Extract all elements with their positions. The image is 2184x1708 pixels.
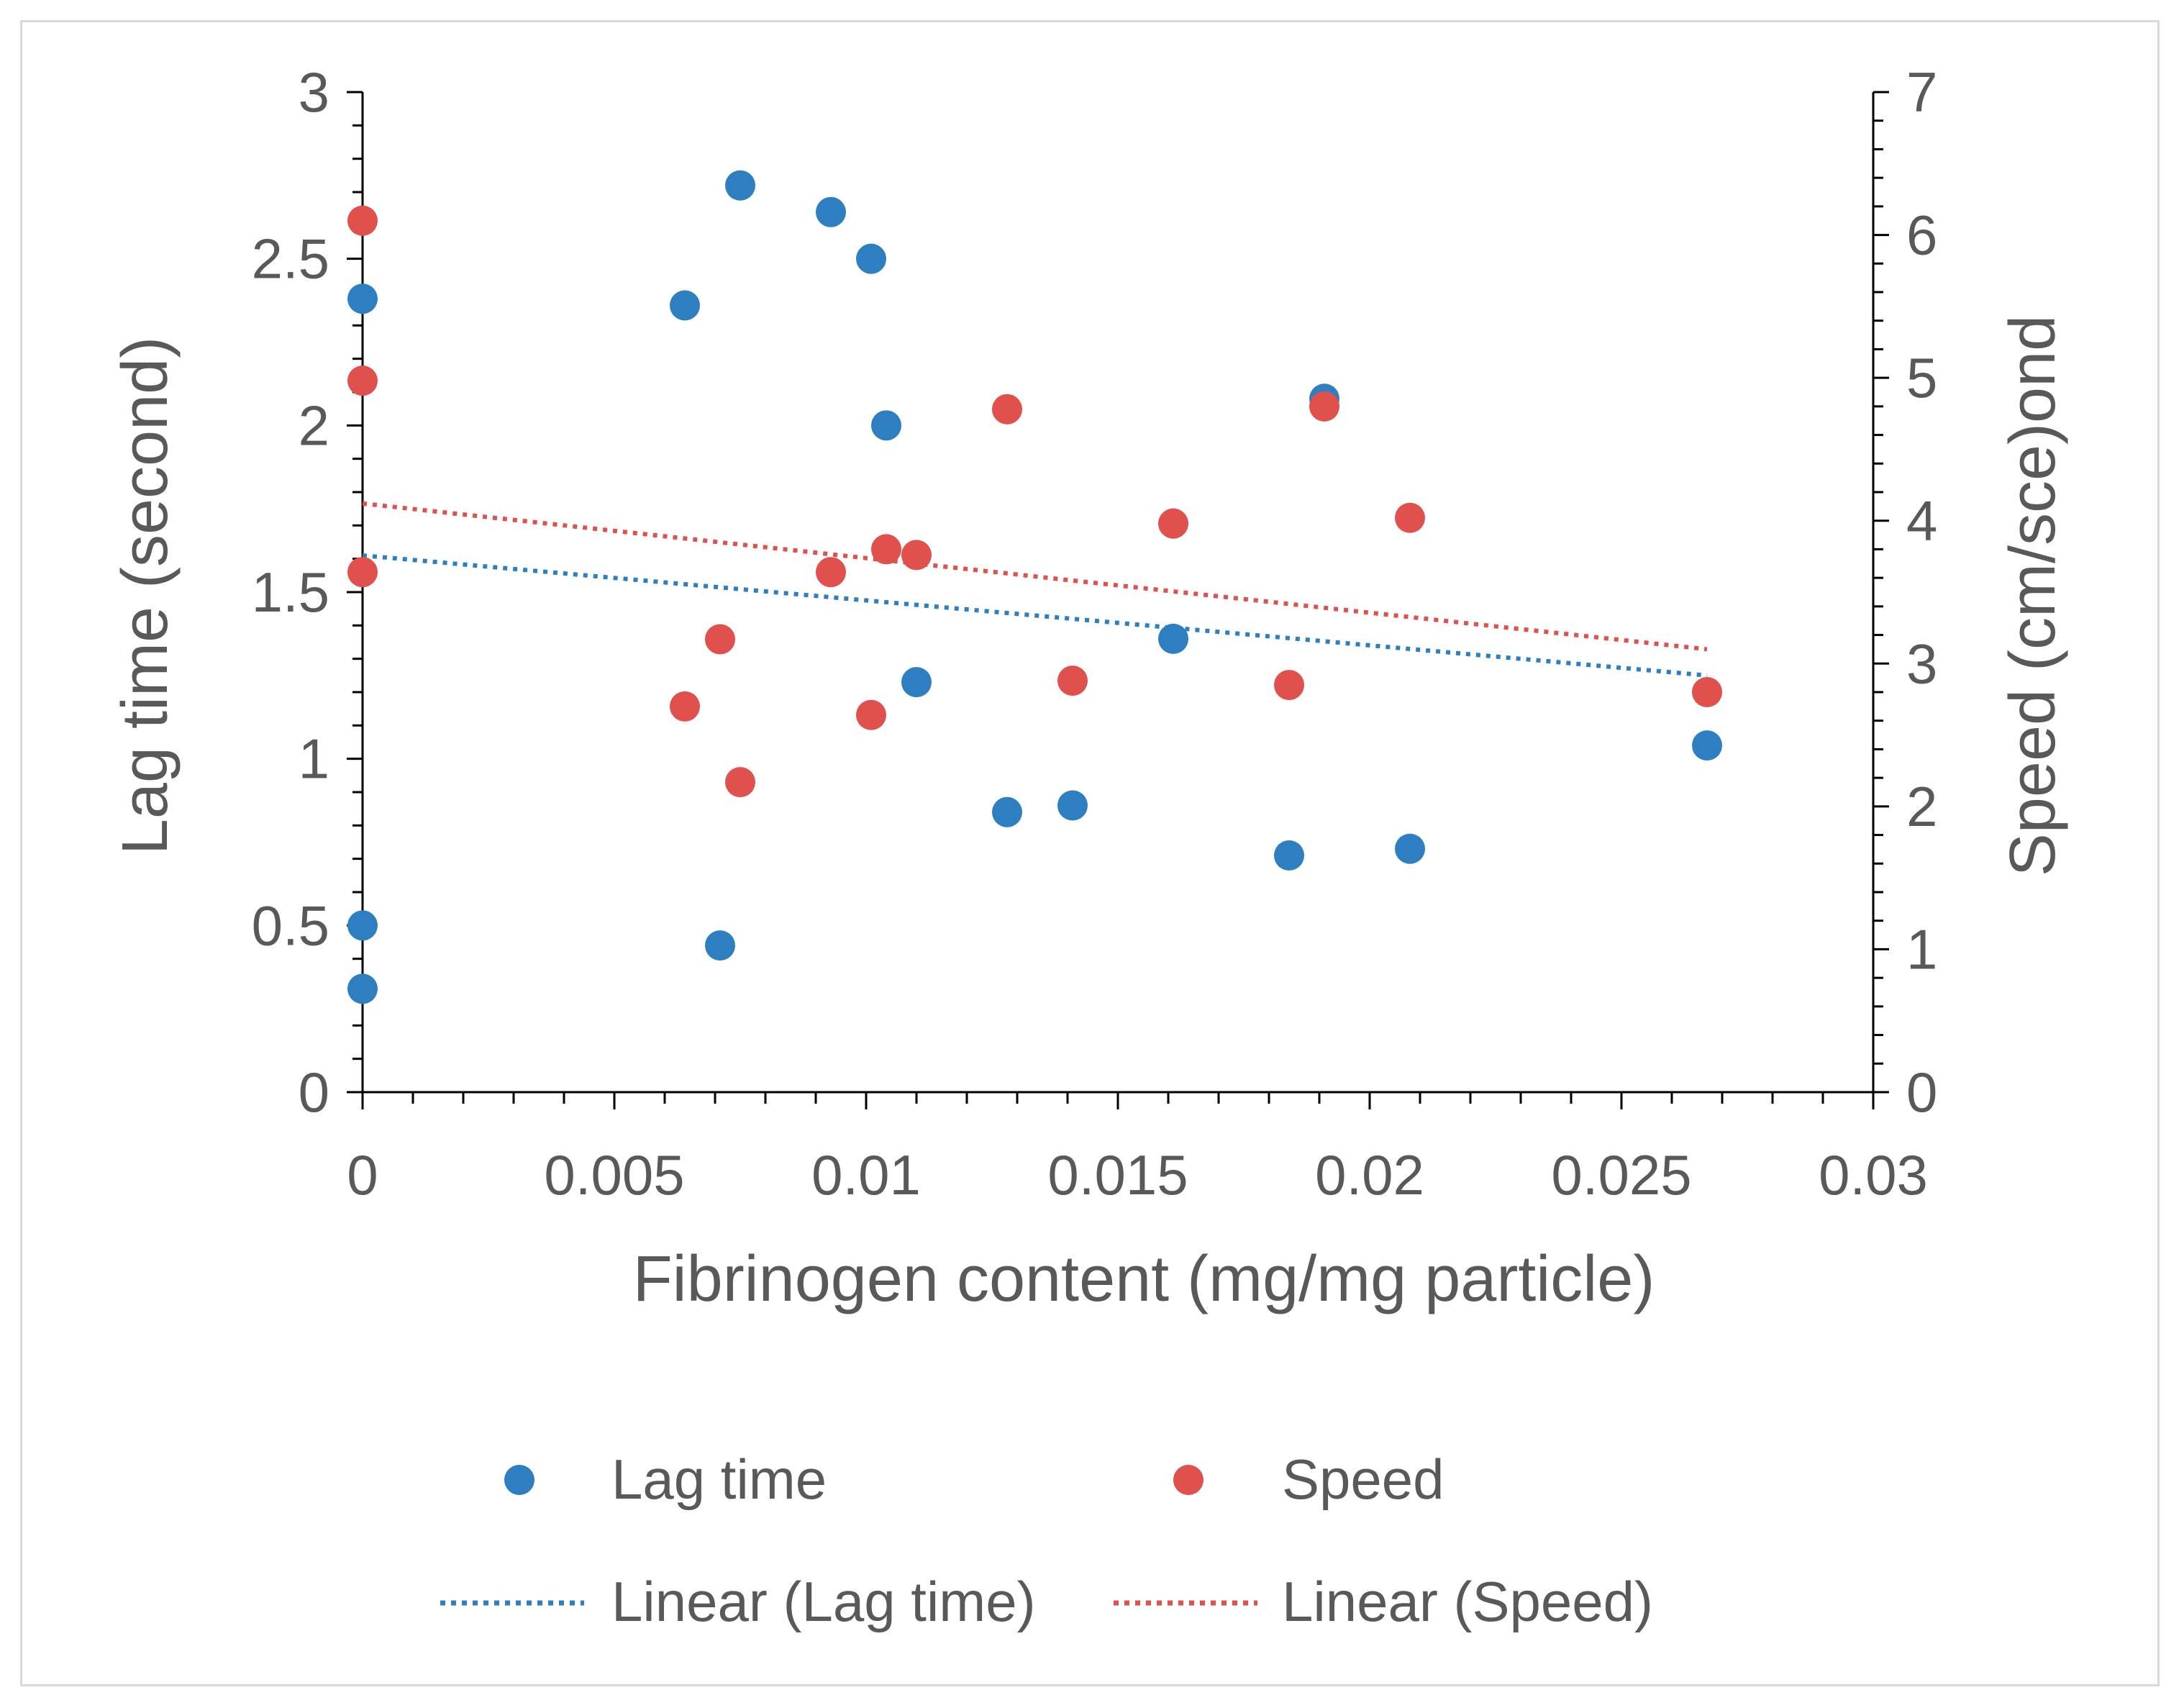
lag-time-point [347, 283, 378, 314]
data-points [347, 170, 1722, 1004]
speed-point [1057, 666, 1088, 696]
speed-point [856, 699, 886, 730]
y2-tick-label: 4 [1906, 489, 1937, 553]
legend-label-lag-time: Lag time [611, 1448, 827, 1511]
lag-time-point [871, 410, 901, 441]
legend: Lag time Speed Linear (Lag time) Linear … [440, 1448, 1653, 1633]
y-tick-label: 0.5 [252, 894, 329, 957]
legend-label-speed-trend: Linear (Speed) [1282, 1570, 1653, 1633]
lag-time-point [1158, 623, 1188, 654]
speed-point [901, 540, 932, 571]
speed-point [816, 557, 846, 588]
y-tick-label: 0 [299, 1060, 329, 1124]
speed-point [670, 691, 700, 722]
axes: 0 0.5 1 1.5 2 2.5 3 0 1 2 3 4 5 6 7 0 0.005 0.01 0.015 0.02… [252, 60, 1938, 1207]
lag-time-point [1274, 840, 1304, 871]
lag-time-point [347, 973, 378, 1004]
y2-tick-label: 3 [1906, 632, 1937, 695]
lag-time-point [992, 796, 1022, 827]
x-tick-label: 0.015 [1047, 1143, 1188, 1207]
x-tick-label: 0.01 [811, 1143, 921, 1207]
trendline-lag-time [362, 553, 1708, 678]
y-tick-label: 2.5 [252, 227, 329, 291]
x-tick-label: 0 [347, 1143, 378, 1207]
speed-point [871, 534, 901, 565]
lag-time-point [725, 170, 755, 201]
x-axis-title: Fibrinogen content (mg/mg particle) [633, 1243, 1655, 1315]
y2-tick-label: 7 [1906, 60, 1937, 124]
x-tick-label: 0.02 [1315, 1143, 1424, 1207]
x-tick-label: 0.005 [544, 1143, 684, 1207]
speed-point [347, 365, 378, 396]
y2-tick-label: 0 [1906, 1060, 1937, 1124]
y-tick-label: 1.5 [252, 560, 329, 624]
y2-tick-label: 1 [1906, 917, 1937, 981]
speed-point [725, 767, 755, 798]
y2-tick-label: 2 [1906, 775, 1937, 838]
lag-time-point [1057, 790, 1088, 821]
lag-time-point [1692, 730, 1722, 761]
lag-time-point [347, 910, 378, 941]
speed-point [1309, 391, 1339, 422]
speed-point [1158, 508, 1188, 539]
x-tick-label: 0.03 [1819, 1143, 1928, 1207]
y2-axis-title: Speed (cm/sce)ond [1997, 315, 2069, 876]
lag-time-point [816, 196, 846, 227]
legend-label-lag-trend: Linear (Lag time) [611, 1570, 1036, 1633]
speed-point [347, 205, 378, 236]
speed-point [1692, 677, 1722, 707]
lag-time-point [1395, 833, 1425, 864]
speed-point [1395, 502, 1425, 533]
lag-time-point [705, 930, 735, 961]
trendlines [362, 501, 1708, 678]
y2-tick-label: 5 [1906, 346, 1937, 409]
lag-time-point [856, 243, 886, 274]
y-tick-label: 2 [299, 394, 329, 457]
speed-point [347, 557, 378, 588]
speed-point [1274, 670, 1304, 701]
y-axis-title: Lag time (second) [109, 337, 181, 855]
legend-label-speed: Speed [1282, 1448, 1444, 1511]
lag-time-point [670, 290, 700, 321]
x-tick-label: 0.025 [1551, 1143, 1691, 1207]
y2-tick-label: 6 [1906, 204, 1937, 267]
lag-time-point [901, 667, 932, 698]
trendline-speed [362, 501, 1708, 652]
legend-marker-speed [1173, 1465, 1204, 1495]
legend-marker-lag-time [504, 1465, 534, 1495]
speed-point [992, 394, 1022, 424]
y-tick-label: 3 [299, 60, 329, 124]
y-tick-label: 1 [299, 727, 329, 791]
speed-point [705, 624, 735, 655]
